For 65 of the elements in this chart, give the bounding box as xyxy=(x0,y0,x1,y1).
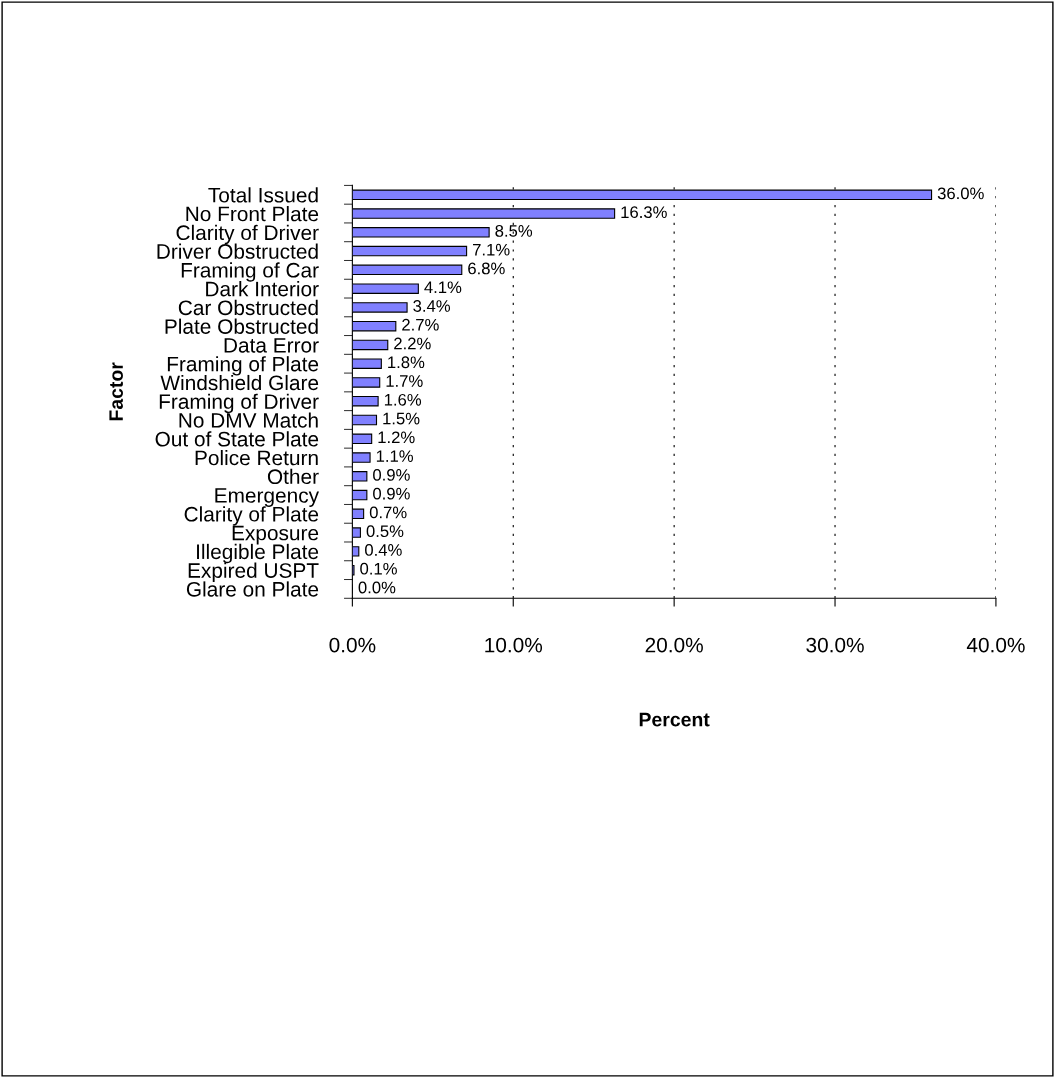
data-label: 4.1% xyxy=(424,281,462,294)
x-tick-label: 30.0% xyxy=(806,637,864,653)
y-tick-label: Clarity of Plate xyxy=(184,506,319,526)
data-label: 2.2% xyxy=(394,337,431,350)
y-tick-label: Glare on Plate xyxy=(186,581,319,597)
bar xyxy=(352,283,419,294)
data-label: 6.8% xyxy=(468,262,505,275)
data-label: 0.5% xyxy=(366,525,404,538)
bar xyxy=(352,508,365,520)
bar xyxy=(352,339,389,351)
bar xyxy=(352,452,371,463)
data-label: 7.1% xyxy=(473,243,510,256)
data-label: 0.1% xyxy=(360,562,397,575)
y-tick-label: Illegible Plate xyxy=(197,543,319,564)
bar xyxy=(352,414,378,426)
data-label: 1.6% xyxy=(384,393,422,406)
data-label: 2.7% xyxy=(402,318,439,331)
y-tick-label: Driver Obstructed xyxy=(157,243,318,259)
data-label: 36.0% xyxy=(937,187,984,200)
x-tick-label: 0.0% xyxy=(329,637,376,653)
y-tick-label: Police Return xyxy=(195,449,318,466)
bar xyxy=(352,471,368,482)
bar xyxy=(352,527,361,538)
y-tick-label: Car Obstructed xyxy=(178,299,318,316)
y-axis-title: Factor xyxy=(109,362,123,421)
bar xyxy=(352,302,408,313)
data-label: 1.2% xyxy=(378,431,415,444)
y-tick-label: Plate Obstructed xyxy=(165,318,318,334)
data-label: 0.9% xyxy=(373,487,410,500)
y-tick-label: Total Issued xyxy=(208,187,318,203)
data-label: 8.5% xyxy=(495,225,533,237)
y-tick-label: No DMV Match xyxy=(179,412,318,428)
y-tick-label: No Front Plate xyxy=(186,206,319,222)
y-tick-label: Windshield Glare xyxy=(160,374,319,391)
y-tick-label: Data Error xyxy=(224,338,319,353)
y-tick-label: Framing of Plate xyxy=(167,356,319,376)
bar xyxy=(352,320,397,332)
bar xyxy=(352,227,490,238)
y-tick-label: Exposure xyxy=(232,525,319,545)
x-tick-label: 40.0% xyxy=(966,637,1025,653)
data-label: 0.4% xyxy=(365,544,402,556)
bar xyxy=(352,358,382,369)
bar xyxy=(352,264,463,276)
y-tick-label: Other xyxy=(267,468,319,485)
x-tick-label: 20.0% xyxy=(645,637,703,653)
y-tick-label: Emergency xyxy=(215,488,319,507)
bar xyxy=(352,433,373,445)
data-label: 1.7% xyxy=(386,375,423,387)
y-tick-label: Framing of Car xyxy=(181,262,319,282)
y-tick-label: Out of State Plate xyxy=(155,431,319,447)
data-label: 1.1% xyxy=(376,450,414,462)
data-label: 0.7% xyxy=(369,506,407,519)
data-label: 1.5% xyxy=(383,412,420,425)
x-tick-label: 10.0% xyxy=(485,637,543,653)
data-label: 3.4% xyxy=(413,300,451,312)
data-label: 0.0% xyxy=(358,581,396,594)
data-label: 1.8% xyxy=(388,356,425,369)
bar xyxy=(352,395,379,407)
bar xyxy=(352,546,360,557)
bar xyxy=(352,377,381,388)
data-label: 16.3% xyxy=(621,206,667,219)
bar xyxy=(352,245,468,257)
x-axis-title: Percent xyxy=(639,712,710,727)
y-tick-label: Dark Interior xyxy=(206,281,319,297)
data-label: 0.9% xyxy=(373,468,410,481)
